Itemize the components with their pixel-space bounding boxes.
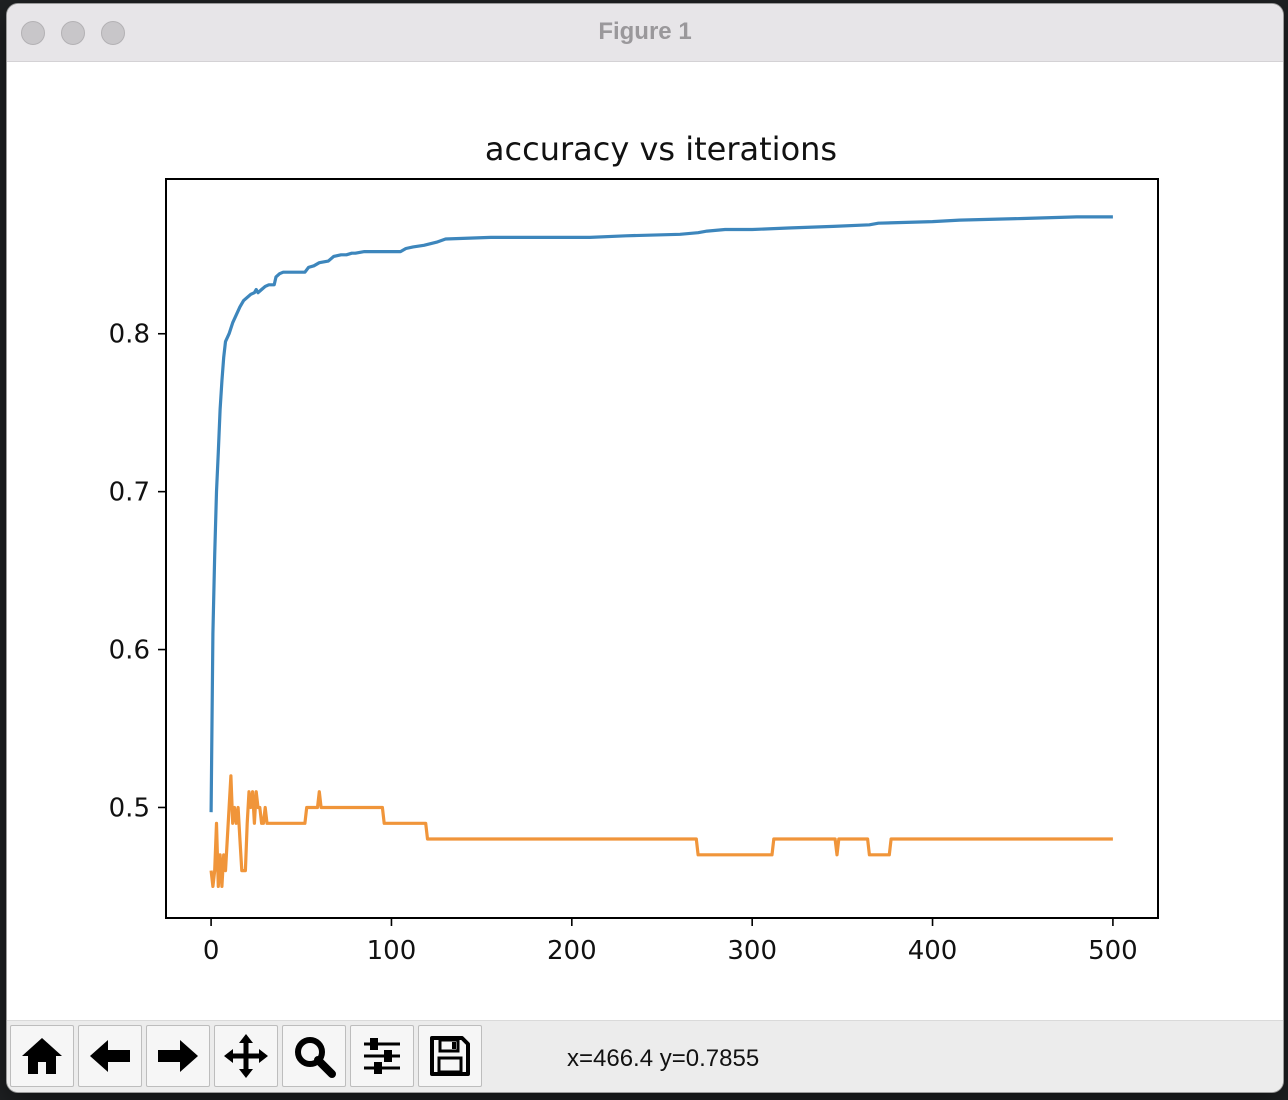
y-tick-label: 0.7: [109, 478, 150, 508]
minimize-window-button[interactable]: [61, 21, 85, 45]
y-tick-label: 0.5: [109, 793, 150, 823]
plot-frame: [165, 178, 1159, 919]
chart-title: accuracy vs iterations: [485, 130, 837, 168]
chart: accuracy vs iterations 0 100 200 300 400 500 …: [109, 130, 1159, 966]
back-button[interactable]: [78, 1025, 142, 1087]
zoom-icon: [295, 1037, 336, 1078]
x-tick-label: 500: [1088, 936, 1138, 966]
x-tick-label: 300: [727, 936, 777, 966]
series-line-2: [209, 774, 1113, 888]
forward-button[interactable]: [146, 1025, 210, 1087]
save-icon: [430, 1036, 470, 1076]
close-window-button[interactable]: [21, 21, 45, 45]
y-axis: 0.5 0.6 0.7 0.8: [109, 320, 166, 823]
x-tick-label: 0: [203, 936, 220, 966]
x-axis: 0 100 200 300 400 500: [203, 918, 1138, 966]
figure-canvas[interactable]: accuracy vs iterations 0 100 200 300 400 500 …: [7, 62, 1283, 1022]
arrow-right-icon: [158, 1040, 198, 1072]
configure-subplots-button[interactable]: [350, 1025, 414, 1087]
zoom-window-button[interactable]: [101, 21, 125, 45]
figure-window: Figure 1 accuracy vs iterations 0 100 200 3…: [7, 4, 1283, 1092]
save-button[interactable]: [418, 1025, 482, 1087]
series-line-1: [209, 215, 1113, 813]
series-layer: [209, 215, 1113, 888]
x-tick-label: 100: [367, 936, 417, 966]
zoom-button[interactable]: [282, 1025, 346, 1087]
move-icon: [224, 1034, 268, 1078]
x-tick-label: 400: [908, 936, 958, 966]
y-tick-label: 0.8: [109, 320, 150, 350]
x-tick-label: 200: [547, 936, 597, 966]
home-button[interactable]: [10, 1025, 74, 1087]
cursor-coordinates: x=466.4 y=0.7855: [567, 1045, 760, 1072]
y-tick-label: 0.6: [109, 636, 150, 666]
sliders-icon: [364, 1038, 400, 1074]
arrow-left-icon: [90, 1040, 130, 1072]
navigation-toolbar: x=466.4 y=0.7855: [7, 1020, 1283, 1092]
title-bar[interactable]: Figure 1: [7, 4, 1283, 62]
window-title: Figure 1: [598, 18, 692, 45]
pan-button[interactable]: [214, 1025, 278, 1087]
home-icon: [22, 1038, 62, 1074]
